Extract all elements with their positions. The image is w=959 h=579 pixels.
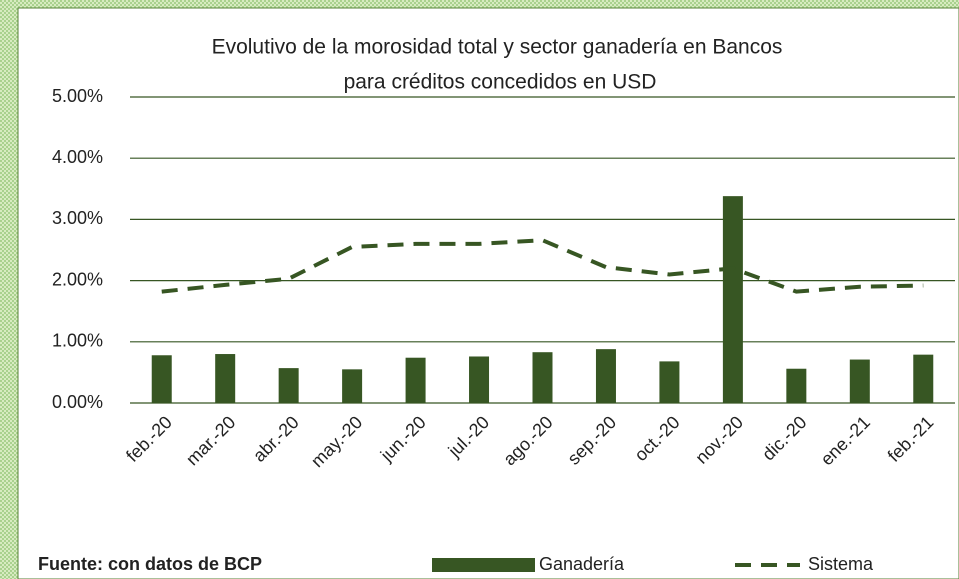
bar — [469, 356, 490, 403]
bar — [849, 359, 870, 403]
y-tick-label: 2.00% — [52, 269, 103, 289]
bar — [722, 196, 743, 403]
bar — [151, 355, 172, 403]
bar — [595, 349, 616, 403]
chart-area — [17, 7, 959, 579]
bar — [215, 354, 236, 403]
legend-swatch — [432, 558, 535, 572]
bar — [405, 357, 426, 403]
y-tick-label: 4.00% — [52, 147, 103, 167]
chart-title: Evolutivo de la morosidad total y sector… — [212, 36, 783, 59]
bar — [278, 368, 299, 403]
y-tick-label: 3.00% — [52, 208, 103, 228]
source: Fuente: con datos de BCP — [38, 554, 262, 574]
y-tick-label: 5.00% — [52, 86, 103, 106]
line — [161, 238, 924, 294]
bar — [659, 361, 680, 403]
legend-label: Ganadería — [539, 554, 625, 574]
bar — [913, 354, 934, 403]
y-tick-label: 1.00% — [52, 331, 103, 351]
bar — [342, 369, 363, 403]
legend-label: Sistema — [808, 554, 874, 574]
bar — [786, 368, 807, 403]
y-tick-label: 0.00% — [52, 392, 103, 412]
bar — [532, 352, 553, 403]
chart-title: para créditos concedidos en USD — [344, 71, 657, 94]
